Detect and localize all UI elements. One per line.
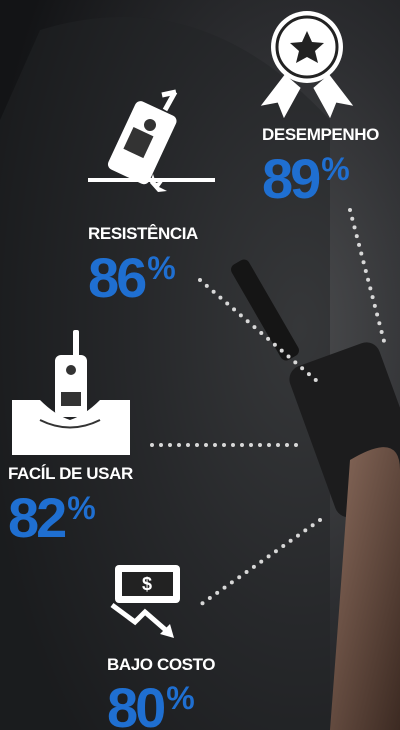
stat-number: 82 xyxy=(8,486,65,549)
stat-label: DESEMPENHO xyxy=(262,125,379,144)
stat-number: 86 xyxy=(88,246,146,309)
stat-number: 89 xyxy=(262,147,320,210)
stat-unit: % xyxy=(147,250,175,286)
stat-label: BAJO COSTO xyxy=(107,655,215,674)
stat-unit: % xyxy=(166,680,194,716)
stat-number: 80 xyxy=(107,676,164,730)
infographic: $ DESEMPENHO 89% RESISTÊNCIA 86% FACÍL DE US… xyxy=(0,0,400,730)
stat-unit: % xyxy=(67,490,95,526)
stat-label: RESISTÊNCIA xyxy=(88,224,198,243)
stat-label: FACÍL DE USAR xyxy=(8,464,133,483)
currency-symbol: $ xyxy=(142,574,152,594)
stat-unit: % xyxy=(321,151,349,187)
